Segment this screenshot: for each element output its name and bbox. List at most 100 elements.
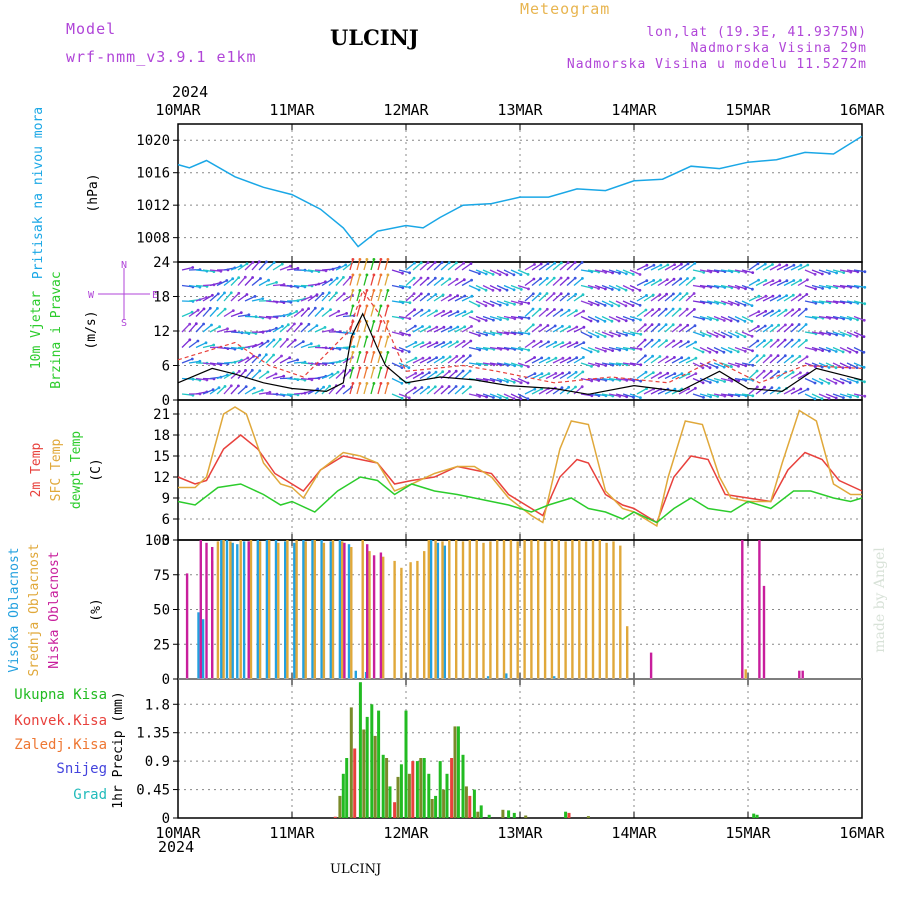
wind-arrow-head xyxy=(307,307,310,310)
wind-arrow-head xyxy=(351,304,355,308)
wind-arrow xyxy=(468,362,481,366)
wind-arrow xyxy=(531,340,542,349)
wind-arrow-head xyxy=(372,382,376,385)
wind-arrow-head xyxy=(412,292,416,295)
wind-arrow xyxy=(720,377,732,382)
wind-arrow-head xyxy=(258,353,262,357)
wind-arrow-head xyxy=(449,325,453,329)
wind-arrow-head xyxy=(421,371,424,375)
wind-arrow-head xyxy=(448,355,452,359)
wind-arrow-head xyxy=(280,354,283,358)
cloud-bar xyxy=(320,540,323,679)
precip-bar xyxy=(353,748,357,818)
wind-arrow-head xyxy=(638,303,642,307)
wind-arrow xyxy=(671,340,682,349)
wind-arrow-head xyxy=(567,308,571,312)
wind-arrow-head xyxy=(237,384,240,388)
y-tick-label: 0 xyxy=(162,811,170,827)
wind-arrow xyxy=(636,388,647,395)
wind-arrow xyxy=(349,336,354,348)
wind-arrow-head xyxy=(582,309,585,313)
precip-bar xyxy=(567,812,571,818)
wind-arrow xyxy=(244,344,256,349)
wind-arrow xyxy=(482,377,494,382)
wind-arrow xyxy=(706,377,718,383)
wind-arrow xyxy=(321,329,333,333)
wind-arrow-head xyxy=(288,356,292,360)
cloud-bar xyxy=(455,540,458,679)
precip-bar xyxy=(385,758,389,818)
wind-arrow xyxy=(244,277,254,286)
wind-arrow xyxy=(776,280,788,287)
precip-bar xyxy=(501,809,505,818)
wind-arrow xyxy=(853,315,865,321)
wind-arrow-head xyxy=(468,354,472,358)
wind-arrow xyxy=(440,326,452,333)
cloud-bar xyxy=(361,540,364,679)
wind-arrow-head xyxy=(484,319,488,322)
wind-arrow xyxy=(377,290,382,302)
wind-arrow-head xyxy=(560,308,564,312)
wind-arrow xyxy=(580,346,592,353)
wind-arrow-head xyxy=(520,302,523,306)
wind-arrow xyxy=(391,377,403,384)
x-day-label-top: 14MAR xyxy=(611,101,657,119)
wind-arrow xyxy=(664,278,675,287)
wind-arrow xyxy=(503,346,515,351)
wind-arrow-head xyxy=(560,261,563,265)
wind-arrow xyxy=(433,386,443,395)
wind-arrow-head xyxy=(267,278,270,282)
wind-arrow-head xyxy=(259,277,262,280)
wind-arrow-head xyxy=(447,261,451,265)
wind-arrow-head xyxy=(693,308,696,311)
wind-arrow xyxy=(349,367,354,379)
wind-arrow xyxy=(622,377,634,382)
wind-arrow xyxy=(461,355,471,364)
wind-arrow-head xyxy=(386,304,390,308)
wind-arrow xyxy=(636,264,648,271)
precip-bar xyxy=(456,726,460,818)
wind-arrow xyxy=(615,346,627,351)
wind-arrow-head xyxy=(632,333,636,337)
wind-arrow-head xyxy=(863,285,867,289)
wind-arrow-head xyxy=(575,309,578,313)
precip-units-label: 1hr Precip (mm) xyxy=(111,691,126,808)
wind-arrow xyxy=(776,295,787,302)
wind-arrow-head xyxy=(799,371,802,375)
wind-arrow xyxy=(650,294,661,302)
wind-arrow-head xyxy=(449,293,452,297)
precip-bar xyxy=(404,710,408,818)
wind-arrow xyxy=(657,308,667,317)
wind-arrow-head xyxy=(664,323,668,326)
wind-arrow-head xyxy=(478,272,481,275)
wind-arrow-head xyxy=(581,370,585,374)
wind-arrow xyxy=(412,386,423,395)
wind-arrow-head xyxy=(855,350,859,354)
cloud-bar xyxy=(236,544,239,679)
wind-arrow-head xyxy=(527,365,530,369)
wind-arrow xyxy=(846,346,858,353)
cloud-bar xyxy=(354,670,357,679)
wind-arrow-head xyxy=(756,385,759,389)
wind-arrow-head xyxy=(568,325,571,329)
wind-arrow xyxy=(811,362,823,368)
wind-arrow-head xyxy=(272,353,275,357)
wind-arrow-head xyxy=(650,338,654,342)
wind-arrow xyxy=(244,295,256,302)
precip-bar xyxy=(472,789,476,818)
wind-arrow-head xyxy=(420,386,424,389)
wind-arrow-head xyxy=(408,271,411,275)
wind-arrow xyxy=(531,388,543,395)
wind-arrow xyxy=(335,293,345,302)
wind-arrow-head xyxy=(736,350,740,354)
wind-arrow xyxy=(748,295,760,302)
wind-arrow-head xyxy=(797,338,801,342)
wind-arrow-head xyxy=(454,369,458,373)
wind-arrow xyxy=(664,293,674,302)
wind-arrow-head xyxy=(462,261,466,265)
cloud-bar xyxy=(744,669,747,679)
wind-arrow-head xyxy=(386,320,390,323)
wind-arrow xyxy=(349,259,354,271)
wind-arrow xyxy=(762,310,773,318)
